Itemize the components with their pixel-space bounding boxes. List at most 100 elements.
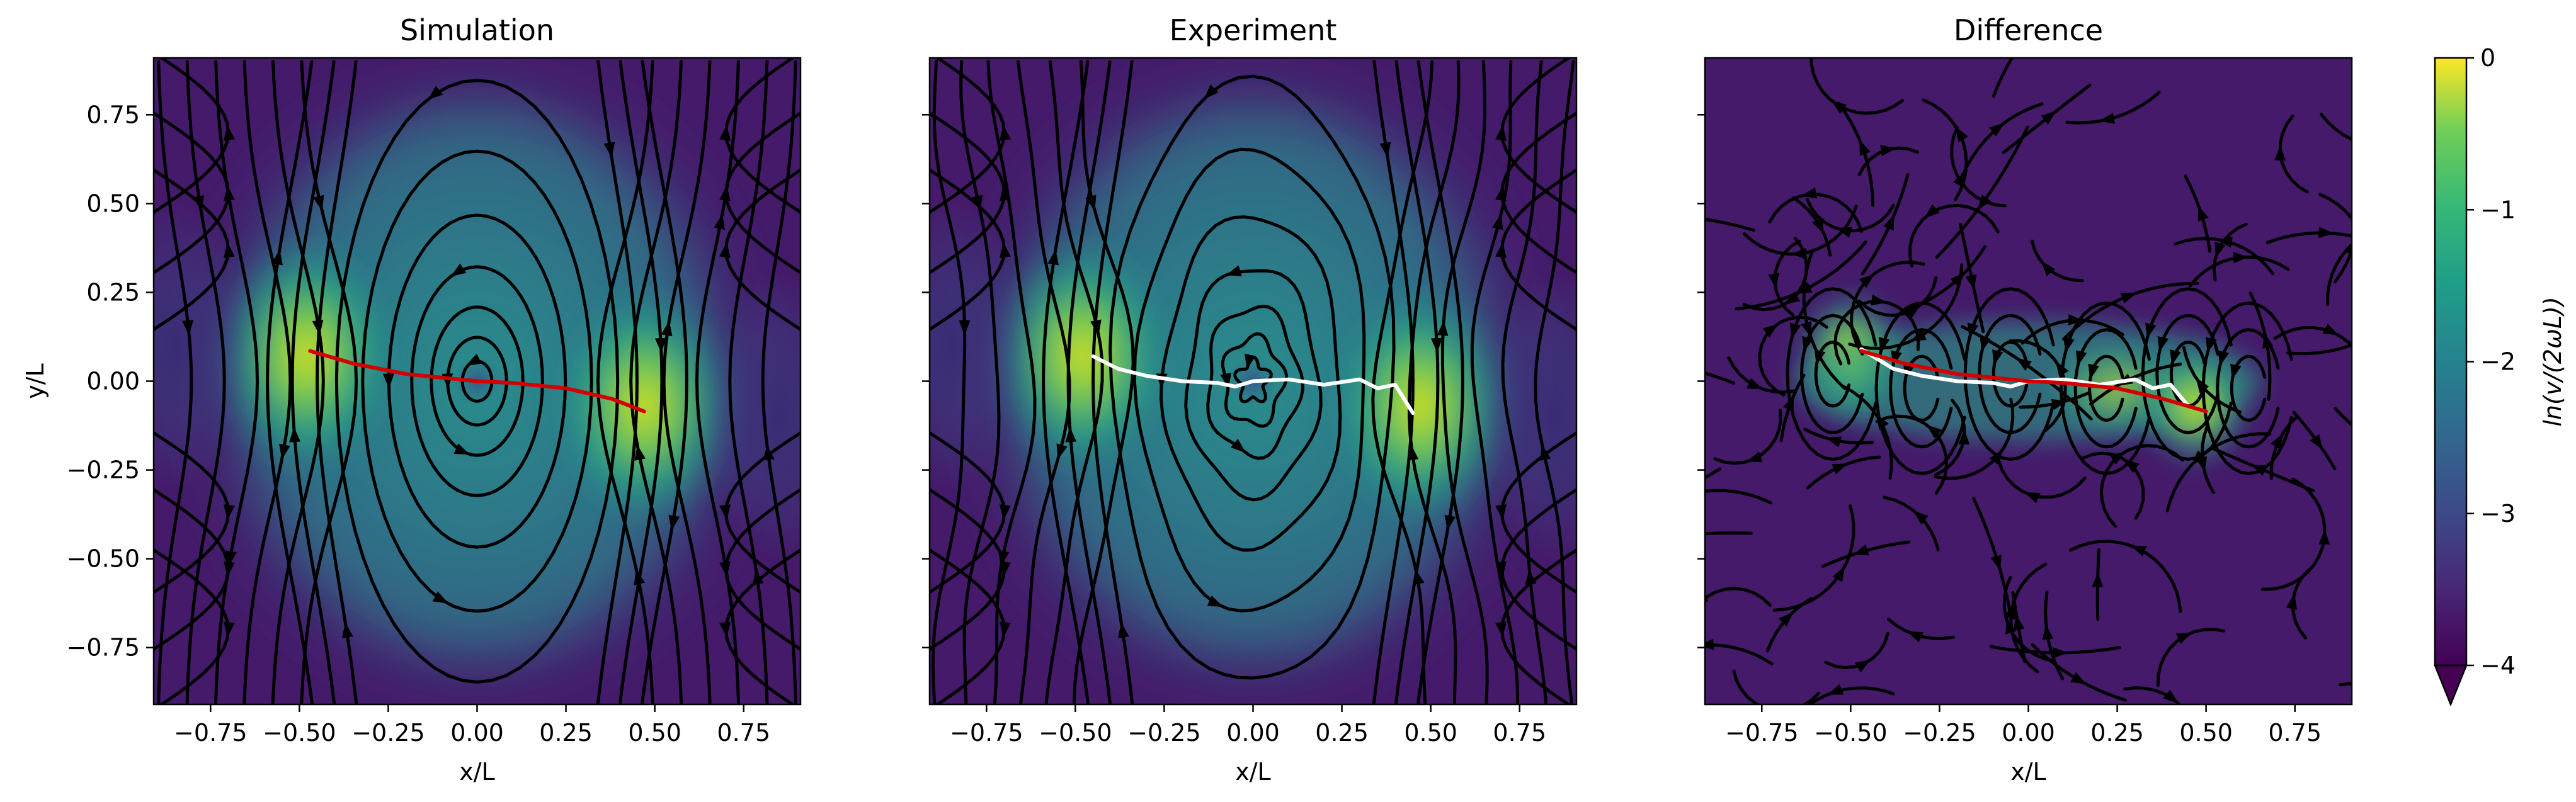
stream-line (959, 60, 1001, 704)
stream-arrow (2233, 252, 2249, 264)
stream-arrow (1924, 204, 1940, 218)
stream-arrow (2371, 438, 2390, 455)
stream-line (1091, 60, 1134, 704)
x-tick-label: −0.75 (174, 719, 247, 747)
stream-arrow (1853, 545, 1869, 556)
stream-arrow (2361, 223, 2379, 240)
panel-title: Difference (1954, 13, 2103, 47)
stream-arrow (1379, 142, 1391, 158)
stream-arrow (182, 320, 194, 336)
stream-arrow (271, 249, 283, 266)
x-tick-label: 0.25 (1315, 719, 1369, 747)
field-maximum-right (2138, 343, 2252, 469)
x-tick-label: 0.50 (1404, 719, 1457, 747)
stream-line (1416, 60, 1464, 704)
stream-arrow (2015, 358, 2032, 371)
y-tick-label: 0.25 (86, 278, 140, 306)
stream-arrow (1437, 320, 1449, 336)
stream-arrow (1207, 596, 1224, 607)
panel-simulation: −0.75 −0.50 −0.25 0.00 0.25 0.50 0.75 −0.75 −0.5… (21, 13, 802, 786)
stream-eddy (1992, 340, 2029, 408)
series-curve-1 (1859, 349, 2208, 414)
stream-line (2260, 477, 2327, 591)
stream-arrow (719, 561, 731, 577)
x-tick-label: 0.00 (1226, 719, 1280, 747)
stream-eddy (1889, 328, 1953, 449)
x-axis-label: x/L (2010, 758, 2046, 786)
stream-line (1501, 60, 1548, 704)
stream-eddy (2155, 313, 2220, 434)
stream-arrow (2075, 350, 2087, 366)
stream-arrow (1056, 443, 1068, 460)
stream-arrow (224, 185, 235, 201)
stream-line (1534, 60, 1575, 704)
stream-line (2339, 682, 2352, 687)
stream-arrow (224, 561, 235, 577)
stream-eddy (1814, 340, 1851, 408)
stream-arrow (2120, 292, 2137, 303)
stream-arrow (1495, 504, 1507, 521)
stream-arrow (1789, 322, 1801, 339)
stream-arrow (1859, 274, 1874, 288)
stream-arrow (432, 591, 448, 604)
stream-arrow (1000, 242, 1011, 258)
x-tick-label: 0.75 (717, 719, 770, 747)
stream-arrow (2013, 614, 2025, 631)
stream-line (1066, 60, 1112, 704)
stream-arrow (1000, 561, 1011, 577)
stream-arrow (2109, 451, 2126, 465)
stream-line (1072, 60, 1135, 704)
stream-arrow (1832, 463, 1848, 475)
stream-arrow (2271, 433, 2283, 449)
stream-arrow (1444, 514, 1456, 531)
colorbar-tick-label: 0 (2480, 44, 2495, 72)
stream-arrow (2088, 363, 2099, 380)
stream-line (1848, 263, 1964, 350)
stream-eddy (1786, 287, 1878, 461)
stream-eddy (2141, 287, 2233, 461)
stream-line (2286, 343, 2352, 356)
colorbar-tick-label: −2 (2480, 348, 2516, 376)
stream-arrow (465, 353, 482, 366)
stream-arrow (1431, 337, 1443, 354)
x-tick-label: 0.25 (539, 719, 593, 747)
stream-eddy (2059, 301, 2151, 475)
y-tick-label: 0.00 (86, 368, 140, 395)
x-tick-label: −0.25 (351, 719, 425, 747)
stream-arrow (224, 621, 235, 638)
stream-arrow (668, 514, 680, 531)
stream-eddy (2216, 328, 2280, 449)
stream-arrow (1878, 337, 1890, 353)
stream-line (300, 60, 358, 704)
stream-arrow (1000, 125, 1011, 141)
colorbar-tick-label: −3 (2480, 500, 2516, 528)
stream-eddy (2073, 328, 2138, 449)
stream-eddy (1874, 301, 1966, 475)
x-tick-label: −0.50 (263, 719, 336, 747)
heatmap-area (154, 58, 801, 704)
stream-arrow (2175, 633, 2192, 644)
stream-arrow (2356, 331, 2375, 348)
stream-arrow (634, 444, 646, 461)
stream-line (761, 60, 797, 704)
stream-arrow (1926, 424, 1942, 439)
stream-eddy (1799, 313, 1864, 434)
x-tick-label: 0.75 (1493, 719, 1546, 747)
stream-arrow (2230, 363, 2242, 380)
stream-line (1705, 531, 1753, 536)
stream-arrow (2197, 205, 2209, 222)
stream-arrow (2354, 226, 2369, 244)
stream-arrow (1832, 566, 1845, 582)
stream-arrow (2053, 647, 2068, 659)
stream-eddy (2088, 354, 2124, 422)
stream-arrow (719, 621, 731, 638)
stream-eddy (1903, 354, 1940, 422)
stream-arrow (1880, 144, 1896, 156)
stream-arrow (2131, 545, 2147, 557)
x-tick-label: 0.25 (2090, 719, 2144, 747)
stream-arrow (2041, 111, 2057, 125)
stream-arrow (2170, 349, 2181, 366)
stream-arrow (2092, 572, 2104, 587)
stream-arrow (2286, 594, 2298, 610)
stream-line (1705, 587, 1772, 607)
